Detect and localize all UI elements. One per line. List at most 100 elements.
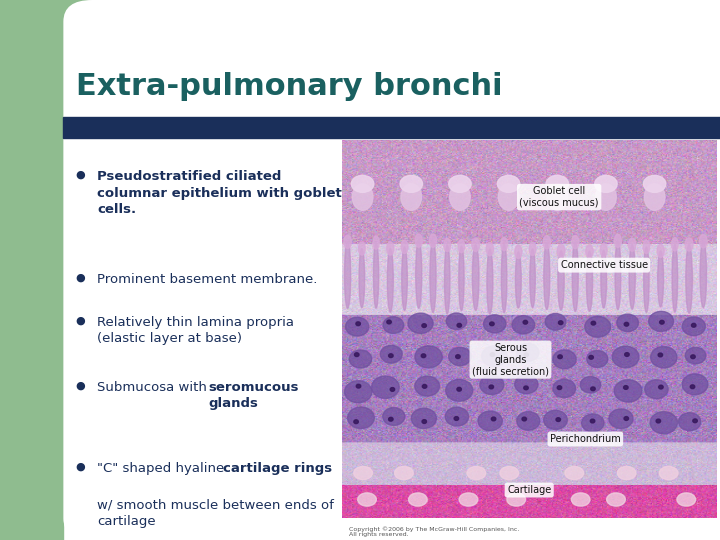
Text: Relatively thin lamina propria
(elastic layer at base): Relatively thin lamina propria (elastic …: [97, 316, 294, 346]
Ellipse shape: [467, 467, 486, 480]
Ellipse shape: [629, 238, 636, 251]
Ellipse shape: [356, 384, 361, 388]
Ellipse shape: [649, 312, 673, 332]
Ellipse shape: [614, 380, 642, 402]
Ellipse shape: [660, 467, 678, 480]
Ellipse shape: [601, 250, 606, 308]
Ellipse shape: [457, 387, 462, 391]
Text: Cartilage: Cartilage: [507, 485, 552, 495]
Ellipse shape: [607, 493, 626, 506]
Ellipse shape: [345, 381, 372, 403]
Ellipse shape: [691, 323, 696, 327]
Ellipse shape: [625, 353, 629, 356]
Ellipse shape: [617, 467, 636, 480]
Ellipse shape: [651, 347, 677, 368]
Ellipse shape: [345, 242, 351, 308]
Ellipse shape: [346, 317, 369, 336]
Ellipse shape: [658, 353, 662, 357]
Ellipse shape: [556, 418, 560, 422]
Ellipse shape: [558, 355, 562, 359]
Ellipse shape: [383, 408, 405, 426]
Text: ●: ●: [76, 462, 86, 472]
Ellipse shape: [595, 176, 617, 192]
Ellipse shape: [449, 347, 472, 366]
Ellipse shape: [585, 316, 611, 337]
Text: ●: ●: [76, 170, 86, 180]
Ellipse shape: [395, 467, 413, 480]
Ellipse shape: [682, 374, 708, 395]
Ellipse shape: [348, 407, 374, 429]
Ellipse shape: [422, 323, 426, 327]
Ellipse shape: [408, 313, 433, 333]
Ellipse shape: [389, 417, 393, 421]
Ellipse shape: [489, 385, 493, 389]
Ellipse shape: [446, 380, 473, 401]
Ellipse shape: [565, 467, 584, 480]
Ellipse shape: [498, 176, 520, 192]
Ellipse shape: [659, 385, 663, 389]
Ellipse shape: [589, 355, 593, 359]
Ellipse shape: [344, 235, 351, 248]
Ellipse shape: [372, 376, 399, 399]
Text: Copyright ©2006 by The McGraw-Hill Companies, Inc.
All rights reserved.: Copyright ©2006 by The McGraw-Hill Compa…: [349, 526, 520, 537]
Ellipse shape: [582, 414, 604, 432]
Ellipse shape: [529, 242, 536, 255]
Ellipse shape: [359, 242, 365, 255]
Ellipse shape: [657, 251, 664, 307]
Ellipse shape: [544, 410, 567, 429]
FancyBboxPatch shape: [63, 0, 720, 540]
Ellipse shape: [387, 248, 393, 312]
Text: "C" shaped hyaline: "C" shaped hyaline: [97, 462, 229, 475]
Ellipse shape: [383, 317, 404, 333]
Ellipse shape: [421, 354, 426, 357]
Ellipse shape: [430, 241, 436, 313]
Ellipse shape: [359, 248, 364, 308]
Ellipse shape: [685, 245, 693, 313]
Text: Connective tissue: Connective tissue: [560, 260, 648, 270]
Ellipse shape: [656, 419, 661, 423]
Ellipse shape: [559, 321, 563, 325]
Ellipse shape: [557, 244, 564, 258]
Ellipse shape: [553, 379, 575, 397]
Ellipse shape: [354, 353, 359, 356]
Ellipse shape: [349, 350, 372, 368]
Ellipse shape: [486, 242, 493, 256]
Text: ●: ●: [76, 273, 86, 283]
Ellipse shape: [401, 184, 422, 210]
Ellipse shape: [612, 346, 639, 368]
Ellipse shape: [374, 242, 379, 308]
Ellipse shape: [700, 241, 706, 307]
Ellipse shape: [591, 321, 595, 325]
Text: Pseudostratified ciliated
columnar epithelium with goblet
cells.: Pseudostratified ciliated columnar epith…: [97, 170, 342, 216]
Ellipse shape: [690, 385, 695, 389]
Ellipse shape: [444, 245, 450, 314]
Ellipse shape: [571, 493, 590, 506]
Ellipse shape: [629, 245, 635, 309]
Ellipse shape: [422, 420, 426, 423]
Ellipse shape: [677, 493, 696, 506]
Ellipse shape: [423, 384, 427, 388]
Ellipse shape: [387, 242, 394, 255]
Text: Extra-pulmonary bronchi: Extra-pulmonary bronchi: [76, 72, 503, 101]
Ellipse shape: [380, 346, 402, 363]
Ellipse shape: [624, 416, 629, 420]
Ellipse shape: [449, 176, 471, 192]
Ellipse shape: [558, 251, 564, 310]
Ellipse shape: [690, 355, 696, 359]
Ellipse shape: [600, 244, 607, 257]
Ellipse shape: [543, 235, 550, 249]
Ellipse shape: [657, 244, 664, 258]
Ellipse shape: [454, 417, 459, 421]
Ellipse shape: [472, 238, 480, 252]
Ellipse shape: [415, 241, 422, 308]
Ellipse shape: [373, 236, 379, 249]
Ellipse shape: [484, 315, 506, 333]
Ellipse shape: [586, 251, 593, 312]
Ellipse shape: [545, 314, 566, 330]
Ellipse shape: [501, 244, 507, 313]
Ellipse shape: [356, 322, 361, 326]
Ellipse shape: [487, 249, 493, 314]
Ellipse shape: [524, 353, 528, 357]
Ellipse shape: [411, 408, 436, 429]
Ellipse shape: [354, 467, 372, 480]
